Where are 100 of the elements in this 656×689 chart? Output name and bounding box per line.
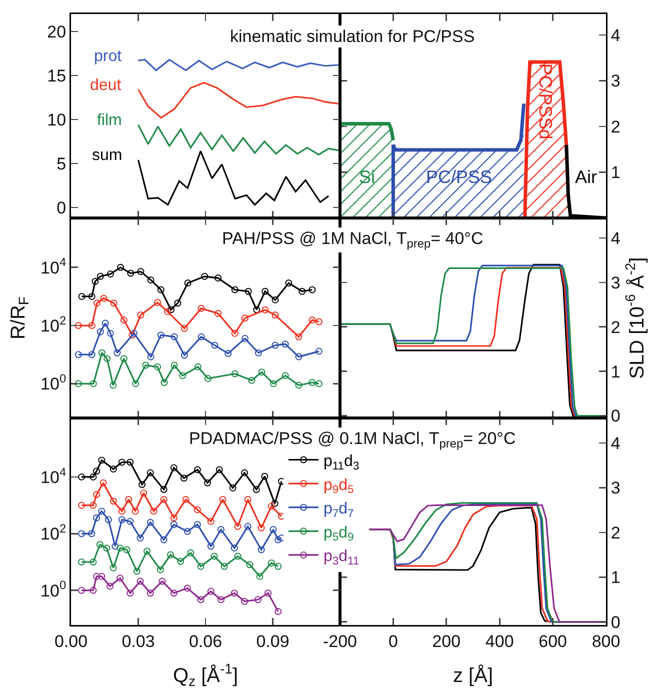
point (234, 522, 242, 530)
point (216, 466, 223, 474)
point (98, 508, 106, 515)
point (198, 304, 205, 312)
x-axis-title: z [Å] (452, 664, 494, 688)
point (103, 544, 110, 552)
series-label: deut (90, 77, 122, 94)
x-tick-label: -200 (322, 632, 358, 651)
point (261, 472, 268, 480)
y-tick-label: 10$^{2}$ (40, 313, 66, 336)
point (118, 508, 126, 515)
y-tick-label: 3 (610, 273, 620, 292)
point (146, 590, 154, 597)
point (154, 299, 162, 306)
point (147, 353, 154, 360)
point (198, 333, 205, 340)
point (127, 270, 134, 277)
point (224, 350, 232, 358)
point (248, 376, 256, 384)
point (180, 324, 188, 332)
point (282, 340, 289, 348)
y-tick-label: 20 (47, 22, 66, 42)
point (170, 514, 178, 522)
point (231, 370, 238, 378)
point (308, 378, 316, 386)
series-label: sum (92, 147, 122, 164)
x-tick-label: 0.00 (54, 632, 88, 651)
point (246, 561, 254, 568)
series-label: prot (94, 48, 122, 65)
point (120, 355, 128, 362)
point (78, 502, 86, 509)
point (110, 300, 118, 307)
point (204, 479, 212, 486)
x-tick-label: 800 (592, 632, 620, 651)
legend-label: p$_{5}$d$_{9}$ (324, 524, 354, 544)
point (90, 502, 97, 509)
point (204, 375, 212, 382)
point (182, 496, 190, 504)
point (298, 288, 306, 295)
y-tick-label: 0 (56, 198, 66, 218)
y-tick-label: 4 (610, 434, 620, 453)
point (252, 486, 260, 494)
point (88, 530, 96, 538)
point (110, 382, 117, 389)
point (74, 351, 82, 358)
point (274, 536, 282, 544)
point (262, 288, 269, 295)
point (270, 380, 277, 388)
point (150, 508, 158, 515)
point (88, 292, 96, 300)
point (179, 372, 186, 380)
point (93, 572, 100, 580)
point (126, 458, 134, 466)
point (160, 536, 168, 544)
x-tick-label: 0.09 (256, 632, 290, 651)
point (98, 572, 106, 580)
x-tick-label: 0 (388, 632, 398, 651)
point (194, 466, 201, 474)
point (74, 322, 82, 330)
point (106, 582, 114, 590)
point (136, 578, 144, 585)
y-tick-label: 2 (610, 523, 620, 542)
point (78, 530, 86, 538)
point (132, 508, 139, 515)
point (167, 306, 174, 314)
point (197, 562, 204, 570)
point (136, 534, 144, 542)
y-tick-label: 2 (610, 318, 620, 337)
y-tick-label: 10$^{4}$ (40, 464, 66, 487)
point (92, 278, 99, 285)
point (272, 312, 279, 319)
point (160, 378, 168, 386)
x-tick-label: 600 (538, 632, 567, 651)
line-series (137, 58, 340, 72)
point (160, 486, 168, 494)
y-tick-label: 10$^{0}$ (40, 371, 66, 394)
point (217, 526, 224, 534)
x-tick-label: 0.06 (188, 632, 222, 651)
point (104, 355, 111, 362)
point (126, 518, 134, 525)
point (295, 353, 302, 360)
point (74, 380, 82, 388)
y-tick-label: 10$^{0}$ (40, 578, 66, 600)
point (295, 333, 302, 340)
point (116, 574, 124, 582)
point (217, 596, 224, 604)
point (207, 588, 214, 595)
point (110, 466, 117, 473)
legend-label: p$_{9}$d$_{5}$ (324, 476, 354, 496)
y-tick-label: 15 (47, 66, 66, 86)
point (170, 464, 178, 472)
y-tick-label: 4 (610, 26, 620, 45)
point (90, 380, 97, 388)
point (170, 362, 178, 369)
point (154, 363, 162, 370)
point (78, 292, 86, 300)
point (138, 481, 146, 488)
point (88, 351, 96, 358)
point (274, 608, 282, 615)
point (244, 522, 252, 530)
